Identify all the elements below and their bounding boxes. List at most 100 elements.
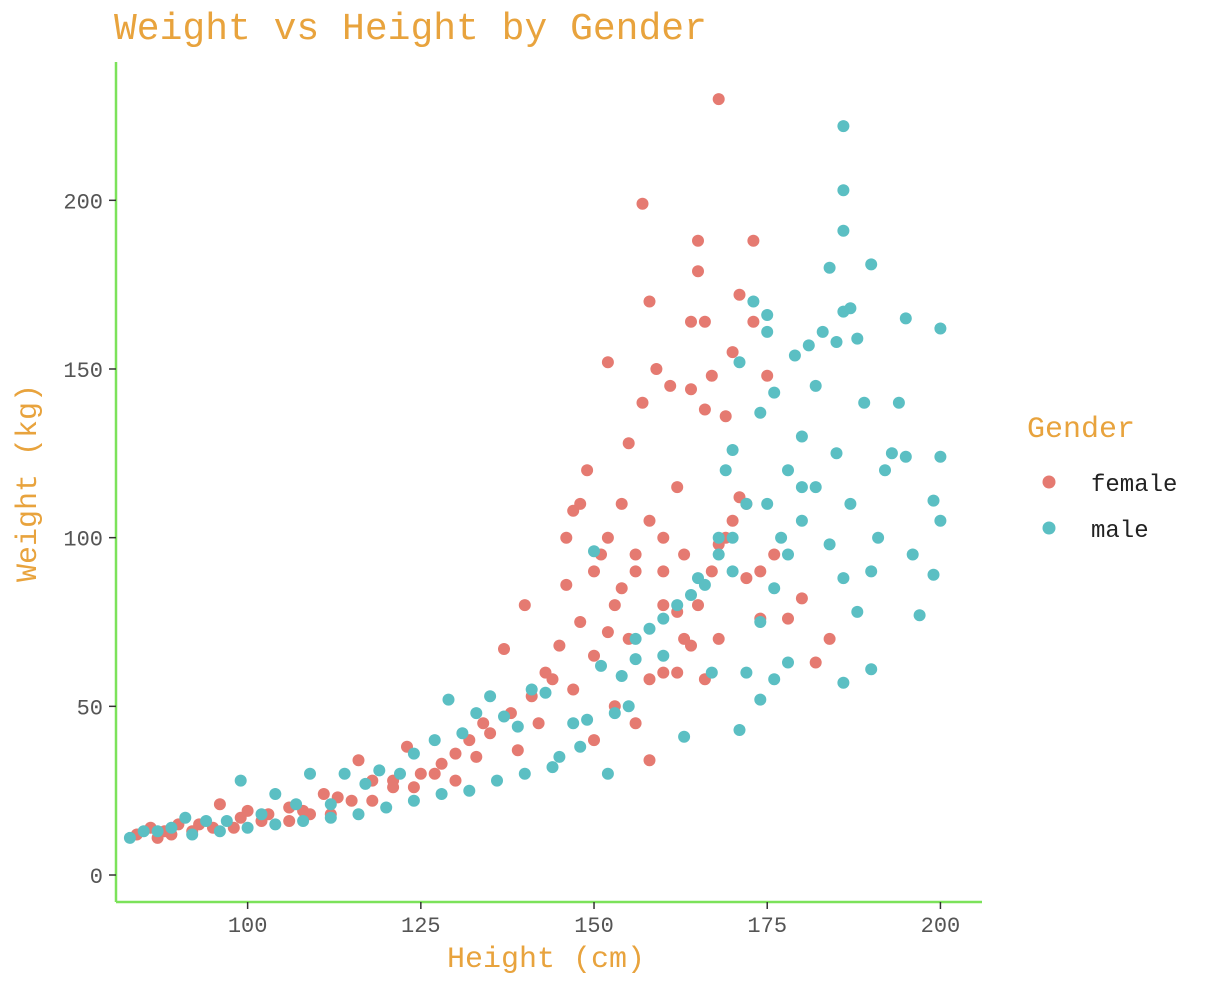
male-point <box>761 497 774 510</box>
male-point <box>712 531 725 544</box>
male-point <box>324 811 337 824</box>
male-point <box>407 747 420 760</box>
female-point <box>726 514 739 527</box>
female-point <box>809 656 822 669</box>
male-point <box>498 710 510 723</box>
male-point <box>837 184 850 197</box>
female-point <box>768 548 781 561</box>
female-point <box>345 794 358 807</box>
male-point <box>740 666 753 679</box>
female-point <box>643 514 656 527</box>
female-point <box>698 403 711 416</box>
male-point <box>255 808 268 821</box>
female-point <box>484 727 497 740</box>
male-point <box>788 349 801 362</box>
male-point <box>934 514 947 527</box>
male-point <box>795 514 808 527</box>
male-point <box>359 777 372 790</box>
points-layer <box>123 93 947 844</box>
female-point <box>435 757 448 770</box>
female-point <box>657 599 670 612</box>
male-point <box>123 831 136 844</box>
female-point <box>823 632 836 645</box>
male-point <box>435 788 448 800</box>
female-point <box>740 572 753 585</box>
female-point <box>685 639 697 652</box>
male-point <box>913 609 926 622</box>
male-point <box>137 825 150 838</box>
legend-female-marker <box>1042 475 1056 489</box>
male-point <box>844 302 857 315</box>
male-point <box>657 612 670 625</box>
male-point <box>934 450 947 463</box>
male-point <box>553 750 566 763</box>
female-point <box>470 750 483 763</box>
male-point <box>726 565 739 578</box>
male-point <box>795 481 808 494</box>
male-point <box>698 578 711 591</box>
male-point <box>858 396 871 409</box>
male-point <box>304 767 316 780</box>
female-point <box>608 599 621 612</box>
female-point <box>615 582 628 595</box>
male-point <box>151 825 164 838</box>
y-tick-label: 0 <box>90 865 103 890</box>
male-point <box>726 444 739 456</box>
male-point <box>622 700 635 713</box>
male-point <box>865 258 878 271</box>
male-point <box>733 724 746 736</box>
female-point <box>643 295 656 308</box>
y-tick-label: 150 <box>63 359 103 384</box>
male-point <box>470 707 483 720</box>
female-point <box>643 673 656 686</box>
male-point <box>615 670 628 682</box>
female-point <box>449 747 462 760</box>
female-point <box>553 639 566 652</box>
male-point <box>394 767 406 780</box>
female-point <box>546 673 559 686</box>
male-point <box>754 616 767 628</box>
male-point <box>324 798 337 811</box>
female-point <box>317 788 330 800</box>
female-point <box>574 616 587 628</box>
male-point <box>705 666 718 679</box>
female-point <box>692 599 704 612</box>
male-point <box>491 774 503 787</box>
female-point <box>387 781 400 794</box>
male-point <box>837 120 850 133</box>
male-point <box>782 656 794 669</box>
male-point <box>761 309 774 321</box>
male-point <box>525 683 538 696</box>
male-point <box>927 568 940 581</box>
female-point <box>615 497 628 510</box>
legend-female-label: female <box>1091 472 1177 499</box>
female-point <box>664 379 677 392</box>
female-point <box>477 717 490 730</box>
male-point <box>518 767 531 780</box>
male-point <box>269 818 282 831</box>
male-point <box>809 379 822 392</box>
y-axis-ticks: 0 50 100 150 200 <box>63 190 116 890</box>
y-tick-label: 100 <box>63 528 103 553</box>
female-point <box>636 396 649 409</box>
male-point <box>186 828 199 841</box>
male-point <box>927 494 940 507</box>
female-point <box>692 234 704 247</box>
female-point <box>754 565 767 578</box>
male-point <box>373 764 386 777</box>
male-point <box>407 794 420 807</box>
male-point <box>380 801 393 814</box>
male-point <box>782 464 794 477</box>
male-point <box>809 481 822 494</box>
female-point <box>449 774 462 787</box>
female-point <box>657 565 670 578</box>
chart-title: Weight vs Height by Gender <box>114 8 707 51</box>
male-point <box>685 589 697 601</box>
male-point <box>747 295 760 308</box>
female-point <box>705 565 718 578</box>
male-point <box>657 649 670 662</box>
female-point <box>726 346 739 359</box>
male-point <box>795 430 808 443</box>
female-point <box>685 383 697 396</box>
